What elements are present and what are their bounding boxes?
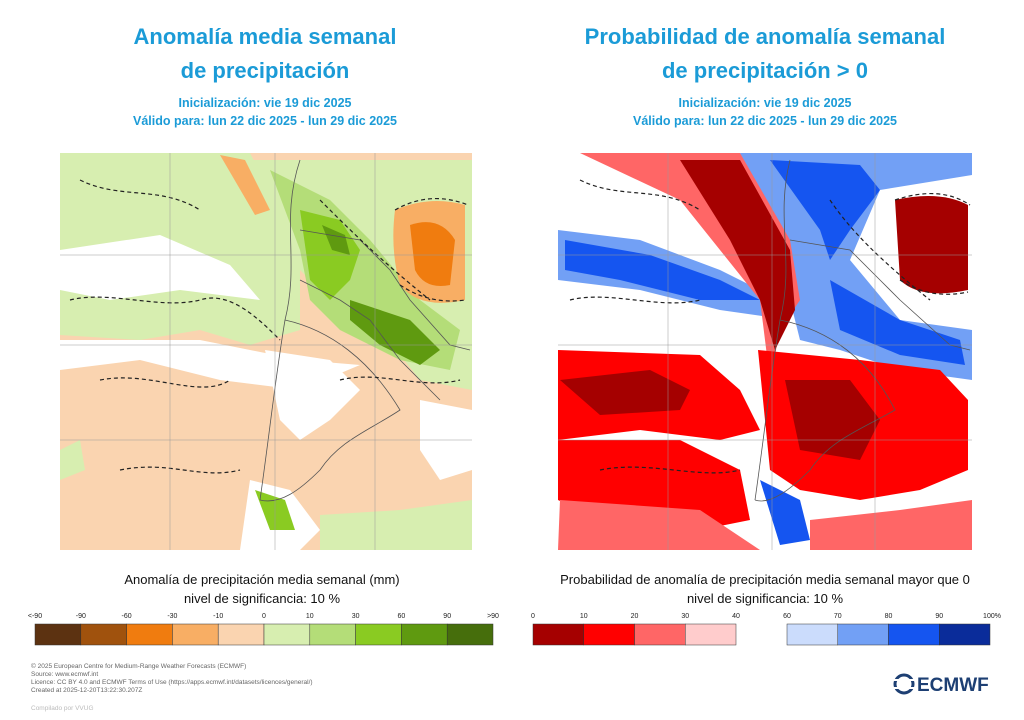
left-caption: Anomalía de precipitación media semanal … xyxy=(124,572,399,587)
right-valid: Válido para: lun 22 dic 2025 - lun 29 di… xyxy=(633,114,897,128)
right-title: de precipitación > 0 xyxy=(662,58,868,83)
legend-label: 60 xyxy=(398,613,406,620)
legend-label: >90 xyxy=(487,613,499,620)
footer-line: © 2025 European Centre for Medium-Range … xyxy=(31,662,246,670)
legend-label: 20 xyxy=(631,613,639,620)
legend-label: 10 xyxy=(306,613,314,620)
legend-label: 30 xyxy=(681,613,689,620)
legend-label: 100% xyxy=(983,613,1001,620)
footer-line: Source: www.ecmwf.int xyxy=(31,671,98,678)
legend-label: 40 xyxy=(732,613,740,620)
right-legend xyxy=(532,623,991,646)
logo: ECMWF xyxy=(893,673,989,696)
right-significance: nivel de significancia: 10 % xyxy=(687,591,844,606)
legend-label: 80 xyxy=(885,613,893,620)
left-legend xyxy=(34,623,494,646)
left-map xyxy=(60,153,472,550)
footer-line: Created at 2025-12-20T13:22:30.207Z xyxy=(31,687,142,694)
legend-label: 0 xyxy=(531,613,535,620)
left-title: de precipitación xyxy=(181,58,350,83)
footer-line: Licence: CC BY 4.0 and ECMWF Terms of Us… xyxy=(31,679,313,686)
right-map xyxy=(558,153,972,550)
legend-label: 70 xyxy=(834,613,842,620)
legend-label: 90 xyxy=(935,613,943,620)
legend-label: 90 xyxy=(443,613,451,620)
legend-label: -90 xyxy=(76,613,86,620)
legend-label: 60 xyxy=(783,613,791,620)
left-significance: nivel de significancia: 10 % xyxy=(184,591,341,606)
legend-label: -30 xyxy=(167,613,177,620)
compiled-by: Compilado por VVUG xyxy=(31,705,94,712)
legend-label: 10 xyxy=(580,613,588,620)
right-title: Probabilidad de anomalía semanal xyxy=(585,24,946,49)
legend-label: -60 xyxy=(122,613,132,620)
legend-label: <-90 xyxy=(28,613,42,620)
left-valid: Válido para: lun 22 dic 2025 - lun 29 di… xyxy=(133,114,397,128)
logo-text: ECMWF xyxy=(917,675,989,696)
right-caption: Probabilidad de anomalía de precipitació… xyxy=(560,572,970,587)
legend-label: 30 xyxy=(352,613,360,620)
left-init: Inicialización: vie 19 dic 2025 xyxy=(178,96,351,110)
legend-label: 0 xyxy=(262,613,266,620)
left-title: Anomalía media semanal xyxy=(134,24,397,49)
right-init: Inicialización: vie 19 dic 2025 xyxy=(678,96,851,110)
legend-label: -10 xyxy=(213,613,223,620)
